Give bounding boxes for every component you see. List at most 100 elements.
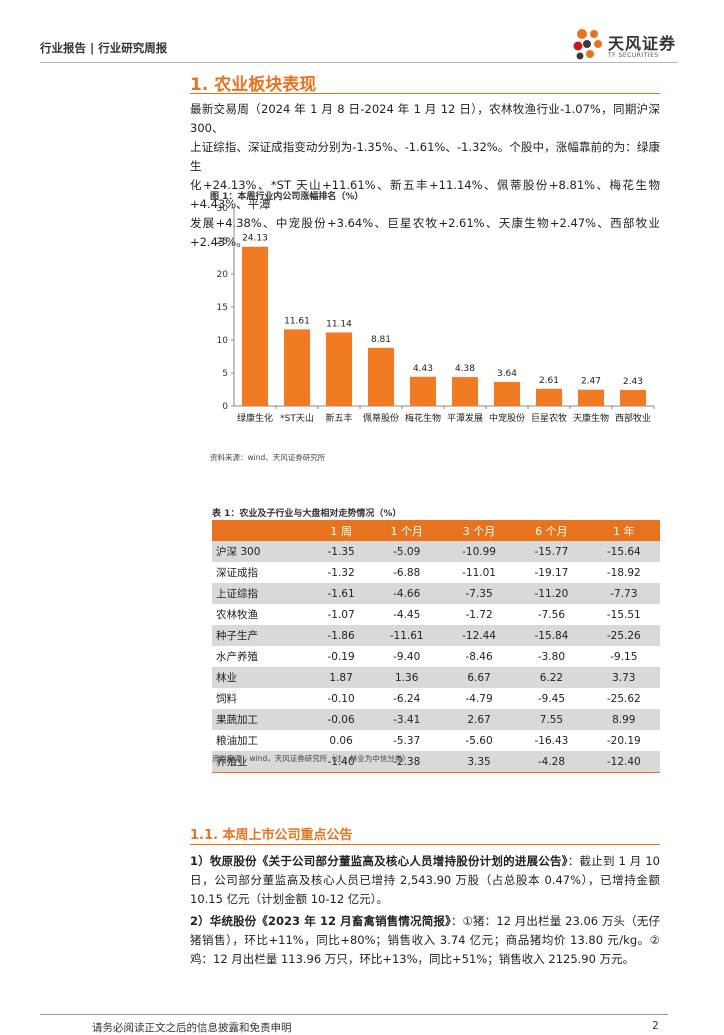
figure-source: 资料来源：wind、天风证券研究所 [210,453,326,462]
footer-divider [40,1014,668,1015]
row-name-cell: 沪深 300 [212,541,312,562]
value-cell: 8.99 [587,709,660,730]
bar-value-label: 11.14 [326,319,352,329]
category-label: *ST天山 [280,413,314,424]
tf-logo-icon [573,29,602,60]
table-row: 饲料 -0.10 -6.24 -4.79 -9.45 -25.62 [212,688,660,709]
value-cell: -3.41 [370,709,443,730]
value-cell: 6.67 [442,667,516,688]
table-row: 林业 1.87 1.36 6.67 6.22 3.73 [212,667,660,688]
value-cell: -1.32 [327,566,355,579]
announcement-2: 2）华统股份《2023 年 12 月畜禽销售情况简报》：①猪：12 月出栏量 2… [190,912,660,969]
header-divider [40,62,678,63]
value-cell: -1.86 [311,625,371,646]
row-name-cell: 种子生产 [212,625,312,646]
table-row: 果蔬加工 -0.06 -3.41 2.67 7.55 8.99 [212,709,660,730]
table-row: 养殖业 -1.40 -2.38 3.35 -4.28 -12.40 [212,751,660,773]
y-tick-label: 20 [217,270,229,280]
value-cell: -6.24 [393,692,421,705]
table-row: 沪深 300 -1.35 -5.09 -10.99 -15.77 -15.64 [212,541,660,562]
page-number: 2 [652,1020,659,1032]
value-cell: -1.35 [311,541,371,562]
value-cell: 3.73 [587,667,660,688]
paragraph-line: 上证综指、深证成指变动分别为-1.35%、-1.61%、-1.32%。个股中，涨… [190,140,660,173]
value-cell: -9.40 [393,650,421,663]
bar-value-label: 11.61 [284,316,310,326]
row-name-cell: 果蔬加工 [212,709,312,730]
value-cell: -25.26 [587,625,660,646]
category-label: 梅花生物 [405,412,441,424]
value-cell: -0.19 [327,650,355,663]
table-header-cell [212,520,312,541]
category-label: 天康生物 [573,412,609,424]
category-label: 新五丰 [325,412,352,424]
bar-value-label: 4.38 [455,364,475,374]
category-label: 绿康生化 [237,412,273,424]
value-cell: -15.84 [515,625,588,646]
value-cell: -12.40 [587,751,660,773]
value-cell: -1.40 [311,751,371,773]
performance-table: 1 周 1 个月 3 个月 6 个月 1 年 沪深 300 -1.35 -5.09-… [212,520,660,773]
value-cell: 2.67 [442,709,516,730]
subsection-underline [190,844,660,845]
value-cell: 7.55 [515,709,588,730]
row-name-cell: 上证综指 [212,583,312,604]
category-label: 佩蒂股份 [363,412,399,424]
table-header-cell: 3 个月 [442,520,516,541]
value-cell: 6.22 [515,667,588,688]
bar-value-label: 24.13 [242,234,268,244]
y-tick-label: 0 [222,402,228,412]
report-category: 行业报告 | 行业研究周报 [40,41,168,55]
category-label: 中宠股份 [489,412,525,424]
value-cell: -10.99 [442,541,516,562]
announcement-1-title: 1）牧原股份《关于公司部分董监高及核心人员增持股份计划的进展公告》 [190,854,568,868]
paragraph-line: 发展+4.38%、中宠股份+3.64%、巨星农牧+2.61%、天康生物+2.47… [190,216,660,249]
row-name-cell: 饲料 [216,693,237,705]
value-cell: -11.61 [370,625,443,646]
announcement-2-body: ：①猪：12 月出栏量 23.06 万头（无仔猪销售），环比+11%，同比+80… [190,914,660,966]
value-cell: -25.62 [606,692,641,705]
y-tick-label: 30 [217,204,229,214]
section-paragraph: 最新交易周（2024 年 1 月 8 日-2024 年 1 月 12 日），农林… [190,100,660,252]
bar [367,347,395,406]
table-header-cell: 1 年 [587,520,660,541]
subsection-title: 1.1. 本周上市公司重点公告 [190,828,353,843]
paragraph-line: 最新交易周（2024 年 1 月 8 日-2024 年 1 月 12 日），农林… [190,102,660,135]
section-underline [190,93,660,94]
value-cell: -7.56 [537,608,565,621]
table-row: 深证成指 -1.32 -6.88 -11.01 -19.17 -18.92 [212,562,660,583]
value-cell: -1.72 [465,608,493,621]
value-cell: -11.01 [462,566,496,579]
bar [535,388,563,406]
row-name-cell: 水产养殖 [216,651,258,663]
bar-value-label: 3.64 [497,369,517,379]
bar [241,246,269,406]
bar-chart: 0 5 10 15 20 25 30 24.13 绿康生化 11.61 *ST天山 11.14 新五丰 8… [217,204,655,424]
value-cell: -5.09 [370,541,443,562]
value-cell: -11.20 [515,583,588,604]
bar-value-label: 8.81 [371,335,391,345]
value-cell: -7.73 [587,583,660,604]
value-cell: -9.45 [537,692,565,705]
value-cell: -4.79 [465,692,493,705]
value-cell: 1.87 [311,667,371,688]
bar-value-label: 2.61 [539,376,559,386]
value-cell: -2.38 [370,751,443,773]
value-cell: -0.10 [327,692,355,705]
announcement-1-body: ：截止到 1 月 10 日，公司部分董监高及核心人员已增持 2,543.90 万… [190,854,661,906]
y-tick-label: 25 [217,237,228,247]
table-title: 表 1：农业及子行业与大盘相对走势情况（%） [212,509,402,519]
value-cell: -1.61 [311,583,371,604]
table-row: 粮油加工 0.06 -5.37 -5.60 -16.43 -20.19 [212,730,660,751]
category-label: 西部牧业 [615,412,651,424]
table-header-cell: 6 个月 [515,520,588,541]
disclaimer-text: 请务必阅读正文之后的信息披露和免责申明 [92,1022,292,1034]
bar [493,381,521,406]
table-row: 农林牧渔 -1.07 -4.45 -1.72 -7.56 -15.51 [212,604,660,625]
value-cell: -9.15 [610,650,638,663]
table-row: 水产养殖 -0.19 -9.40 -8.46 -3.80 -9.15 [212,646,660,667]
y-tick-label: 10 [217,336,229,346]
table-row: 种子生产 -1.86 -11.61 -12.44 -15.84 -25.26 [212,625,660,646]
row-name-cell: 农林牧渔 [216,609,258,621]
table-source: 资料来源：wind，天风证券研究所（注：林业为中信分类） [212,754,410,763]
